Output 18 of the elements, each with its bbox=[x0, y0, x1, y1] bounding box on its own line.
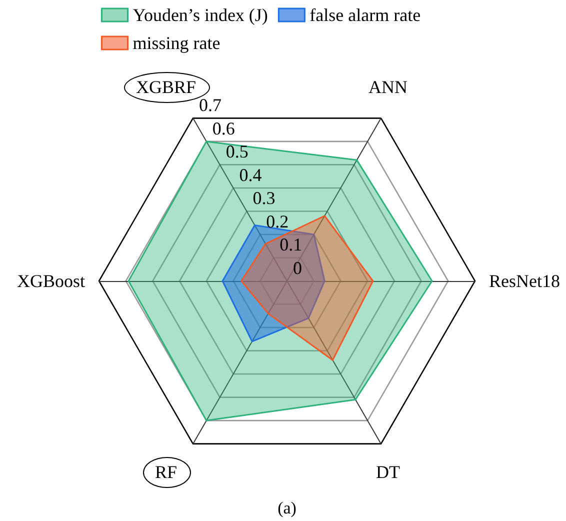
y-tick-label: 0.3 bbox=[252, 188, 276, 208]
spoke-label: DT bbox=[376, 462, 400, 483]
spoke-label: ResNet18 bbox=[489, 270, 560, 292]
text: (a) bbox=[278, 498, 296, 518]
legend-label: false alarm rate bbox=[310, 5, 421, 25]
y-tick-label: 0.1 bbox=[280, 234, 302, 255]
legend-label: Youden’s index (J) bbox=[132, 5, 268, 25]
y-tick-label: 0.4 bbox=[239, 164, 262, 185]
y-tick-label: 0 bbox=[293, 258, 302, 278]
y-tick-label: 0.6 bbox=[212, 118, 235, 138]
legend-label: missing rate bbox=[132, 33, 220, 53]
spoke-label: XGBoost bbox=[17, 270, 86, 292]
y-tick-label: 0.7 bbox=[199, 95, 222, 116]
y-tick-label: 0.2 bbox=[266, 211, 289, 232]
spoke-label: RF bbox=[155, 462, 178, 483]
spoke-label: XGBRF bbox=[136, 77, 196, 98]
spoke-label: ANN bbox=[368, 77, 408, 98]
y-tick-label: 0.5 bbox=[226, 142, 248, 162]
